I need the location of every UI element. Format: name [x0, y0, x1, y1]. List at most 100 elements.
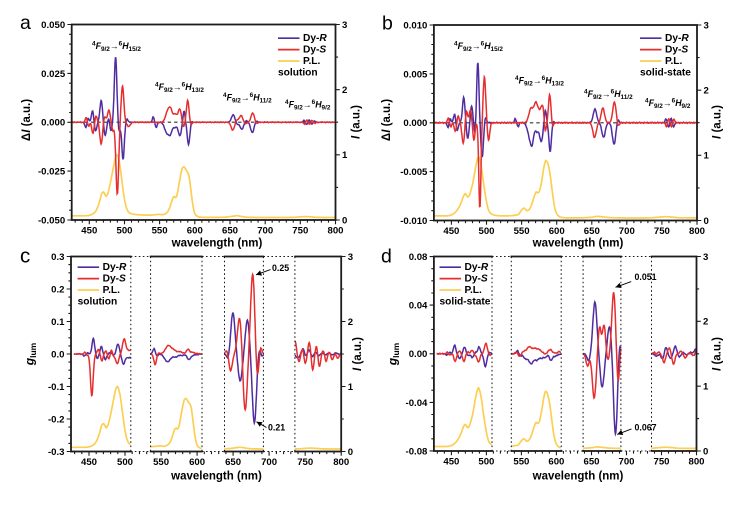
svg-text:b: b: [382, 12, 393, 34]
svg-text:-0.050: -0.050: [38, 215, 65, 226]
svg-text:600: 600: [548, 456, 564, 467]
svg-text:glum: glum: [23, 342, 39, 366]
svg-text:4F9/2→6H13/2: 4F9/2→6H13/2: [515, 75, 564, 88]
svg-text:wavelength (nm): wavelength (nm): [170, 471, 262, 483]
svg-text:Dy-R: Dy-R: [665, 33, 689, 44]
svg-text:650: 650: [225, 457, 241, 468]
svg-text:Dy-R: Dy-R: [303, 33, 327, 44]
svg-text:wavelength (nm): wavelength (nm): [171, 238, 263, 250]
svg-text:d: d: [381, 245, 392, 267]
svg-text:4F9/2→6H11/2: 4F9/2→6H11/2: [223, 92, 272, 105]
svg-text:-0.025: -0.025: [38, 167, 66, 178]
svg-text:0.04: 0.04: [409, 301, 428, 312]
svg-text:solid-state: solid-state: [640, 67, 691, 78]
svg-text:800: 800: [688, 456, 704, 467]
svg-text:1: 1: [342, 150, 348, 161]
svg-text:-0.010: -0.010: [400, 216, 427, 227]
svg-text:500: 500: [116, 225, 132, 236]
svg-text:550: 550: [153, 457, 169, 468]
svg-text:500: 500: [117, 457, 133, 468]
svg-text:-0.08: -0.08: [406, 446, 429, 457]
svg-text:0.0: 0.0: [51, 349, 64, 360]
svg-text:4F9/2→6H15/2: 4F9/2→6H15/2: [454, 41, 503, 54]
svg-text:600: 600: [187, 225, 203, 236]
svg-text:Dy-S: Dy-S: [465, 274, 488, 285]
svg-text:-0.3: -0.3: [48, 447, 65, 458]
svg-text:750: 750: [653, 456, 669, 467]
svg-text:Dy-S: Dy-S: [303, 45, 326, 56]
svg-text:700: 700: [261, 457, 277, 468]
svg-text:2: 2: [703, 317, 708, 328]
svg-text:1: 1: [704, 151, 710, 162]
svg-text:700: 700: [257, 225, 273, 236]
svg-text:4F9/2→6H15/2: 4F9/2→6H15/2: [92, 40, 141, 53]
svg-text:0.051: 0.051: [635, 272, 657, 282]
svg-text:600: 600: [549, 226, 565, 237]
svg-text:wavelength (nm): wavelength (nm): [532, 471, 624, 483]
svg-text:4F9/2→6H9/2: 4F9/2→6H9/2: [645, 98, 691, 111]
svg-text:0: 0: [348, 447, 353, 458]
svg-text:ΔI (a.u.): ΔI (a.u.): [21, 99, 33, 141]
svg-text:650: 650: [222, 225, 238, 236]
svg-text:P.L.: P.L.: [103, 285, 121, 296]
svg-text:2: 2: [342, 85, 347, 96]
svg-text:800: 800: [333, 457, 349, 468]
svg-text:3: 3: [704, 20, 709, 31]
svg-text:3: 3: [348, 252, 353, 263]
svg-text:0.21: 0.21: [268, 423, 285, 433]
svg-text:0.2: 0.2: [51, 284, 64, 295]
svg-text:Dy-S: Dy-S: [103, 274, 126, 285]
svg-text:P.L.: P.L.: [665, 56, 683, 67]
svg-text:I (a.u.): I (a.u.): [712, 105, 724, 139]
svg-text:450: 450: [81, 225, 97, 236]
svg-text:800: 800: [327, 225, 343, 236]
svg-text:700: 700: [618, 456, 634, 467]
svg-text:0.3: 0.3: [51, 252, 64, 263]
svg-text:4F9/2→6H11/2: 4F9/2→6H11/2: [584, 89, 633, 102]
svg-text:0.1: 0.1: [51, 317, 65, 328]
svg-text:750: 750: [292, 225, 308, 236]
svg-text:0.025: 0.025: [41, 69, 66, 80]
svg-text:P.L.: P.L.: [303, 56, 321, 67]
svg-text:0.050: 0.050: [41, 20, 65, 31]
svg-text:Dy-R: Dy-R: [465, 262, 489, 273]
svg-text:3: 3: [703, 252, 708, 263]
svg-text:800: 800: [689, 226, 705, 237]
svg-text:500: 500: [478, 456, 494, 467]
svg-text:500: 500: [478, 226, 494, 237]
svg-text:4F9/2→6H13/2: 4F9/2→6H13/2: [155, 82, 204, 95]
svg-text:0.010: 0.010: [403, 20, 427, 31]
svg-text:solution: solution: [278, 67, 318, 78]
svg-text:3: 3: [342, 20, 347, 31]
svg-text:550: 550: [514, 226, 530, 237]
svg-text:P.L.: P.L.: [465, 285, 483, 296]
svg-text:I (a.u.): I (a.u.): [352, 337, 364, 371]
svg-text:ΔI (a.u.): ΔI (a.u.): [381, 99, 393, 141]
svg-text:1: 1: [348, 382, 354, 393]
svg-text:650: 650: [584, 226, 600, 237]
svg-text:-0.005: -0.005: [400, 167, 428, 178]
svg-text:0.08: 0.08: [409, 252, 428, 263]
svg-text:550: 550: [152, 225, 168, 236]
svg-text:0.000: 0.000: [41, 118, 65, 129]
svg-text:c: c: [20, 245, 30, 268]
svg-text:Dy-S: Dy-S: [665, 45, 688, 56]
svg-text:750: 750: [654, 226, 670, 237]
svg-text:Dy-R: Dy-R: [103, 262, 127, 273]
svg-text:650: 650: [583, 456, 599, 467]
svg-text:0: 0: [342, 215, 347, 226]
svg-text:I (a.u.): I (a.u.): [351, 105, 363, 139]
svg-text:0.000: 0.000: [403, 118, 427, 129]
svg-text:600: 600: [189, 457, 205, 468]
svg-text:2: 2: [348, 317, 353, 328]
svg-text:4F9/2→6H9/2: 4F9/2→6H9/2: [285, 99, 331, 112]
svg-text:a: a: [20, 12, 31, 34]
svg-text:-0.2: -0.2: [48, 414, 65, 425]
svg-text:550: 550: [513, 456, 529, 467]
svg-text:0: 0: [704, 216, 709, 227]
svg-text:-0.04: -0.04: [406, 398, 429, 409]
svg-text:0.067: 0.067: [635, 422, 657, 432]
svg-text:wavelength (nm): wavelength (nm): [532, 238, 624, 250]
svg-text:1: 1: [703, 382, 709, 393]
svg-text:700: 700: [619, 226, 635, 237]
